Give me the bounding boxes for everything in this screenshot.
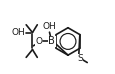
Text: O: O xyxy=(35,37,42,46)
Text: S: S xyxy=(76,54,82,63)
Text: OH: OH xyxy=(11,28,25,37)
Text: B: B xyxy=(48,36,55,46)
Text: OH: OH xyxy=(42,22,56,31)
